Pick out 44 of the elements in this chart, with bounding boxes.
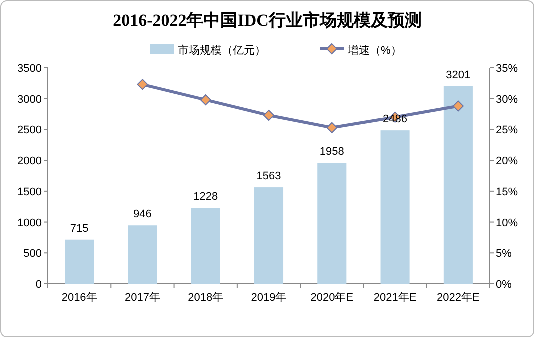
y-tick-label: 3500 — [18, 63, 42, 75]
y2-tick-label: 25% — [496, 124, 518, 137]
y2-tick-label: 20% — [496, 156, 518, 168]
data-label: 1563 — [256, 170, 282, 183]
x-tick-label: 2022年E — [437, 292, 480, 304]
point — [137, 79, 148, 90]
y2-tick-label: 10% — [496, 217, 518, 230]
data-label: 1228 — [194, 191, 218, 204]
y-tick-label: 0 — [36, 279, 42, 291]
bar — [380, 130, 410, 284]
point — [200, 94, 212, 106]
y-tick-label: 3000 — [18, 94, 42, 106]
bar — [444, 86, 473, 284]
x-tick-label: 2016年 — [62, 292, 98, 304]
point — [452, 100, 464, 112]
x-tick-label: 2017年 — [124, 292, 160, 304]
bar — [128, 226, 158, 284]
y2-tick-label: 35% — [496, 63, 518, 75]
chart-title: 2016-2022年中国IDC行业市场规模及预测 — [113, 11, 422, 30]
y-tick-label: 1000 — [18, 217, 42, 230]
x-tick-label: 2019年 — [251, 292, 287, 304]
y2-tick-label: 5% — [496, 248, 512, 260]
legend-label: 市场规模（亿元） — [178, 44, 266, 57]
y-tick-label: 2000 — [18, 156, 42, 168]
x-tick-label: 2021年E — [374, 292, 417, 304]
data-label: 715 — [70, 222, 89, 235]
y2-tick-label: 0% — [496, 279, 512, 291]
data-label: 1958 — [320, 146, 344, 158]
point — [264, 110, 274, 122]
y-tick-label: 2500 — [18, 124, 42, 137]
data-label: 946 — [134, 208, 152, 221]
y2-tick-label: 30% — [496, 94, 518, 106]
data-label: 3201 — [446, 69, 471, 82]
bar — [65, 240, 94, 284]
bar — [318, 163, 347, 284]
point — [326, 122, 338, 134]
bar — [191, 208, 220, 284]
bar — [254, 188, 284, 284]
y-tick-label: 1500 — [18, 186, 42, 198]
y2-tick-label: 15% — [496, 186, 518, 198]
x-tick-label: 2020年E — [310, 292, 354, 304]
legend-label: 增速（%） — [347, 44, 402, 57]
y-tick-label: 500 — [24, 248, 42, 260]
x-tick-label: 2018年 — [188, 292, 224, 304]
